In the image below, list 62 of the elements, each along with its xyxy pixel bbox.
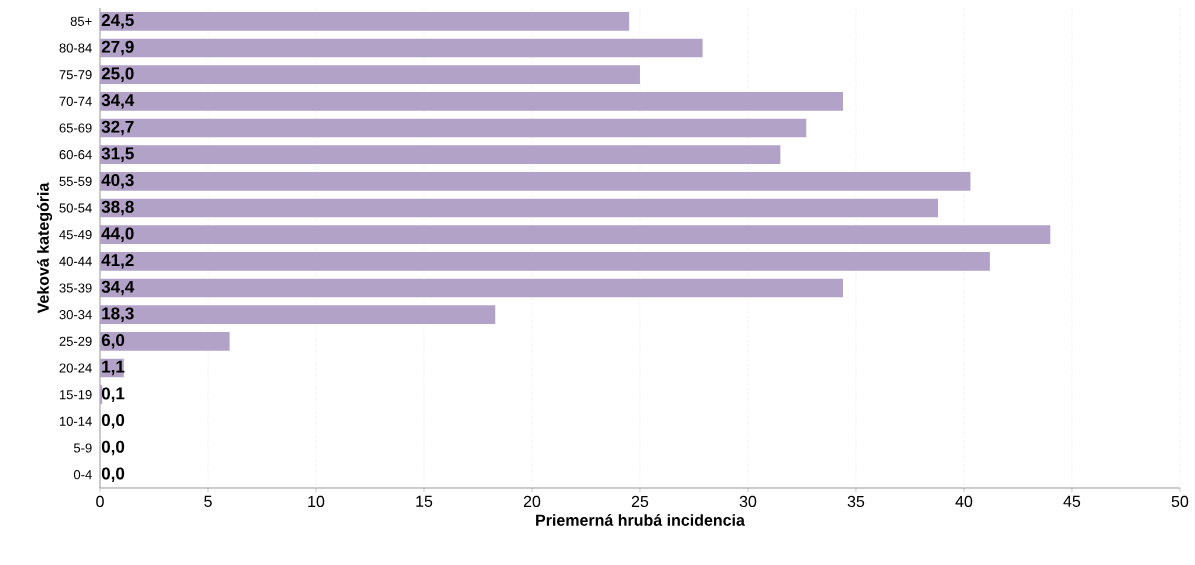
x-tick-label: 40: [955, 495, 973, 508]
data-label: 41,2: [101, 254, 134, 269]
data-label: 34,4: [101, 280, 135, 296]
data-label: 27,9: [101, 40, 134, 56]
x-tick-label: 25: [631, 495, 649, 508]
bar: [100, 305, 496, 324]
y-tick-label: 40-44: [59, 256, 92, 266]
x-tick-label: 45: [1063, 495, 1081, 507]
bar: [100, 118, 807, 138]
x-tick-label: 20: [523, 495, 541, 508]
data-label: 34,4: [101, 94, 135, 109]
x-tick-label: 15: [416, 495, 433, 507]
x-tick-label: 0: [96, 495, 104, 508]
y-tick-label: 20-24: [59, 363, 92, 373]
y-tick-label: 65-69: [59, 123, 92, 133]
bar: [100, 92, 843, 111]
x-tick-label: 35: [847, 495, 865, 508]
data-label: 38,8: [101, 200, 134, 216]
data-label: 0,0: [101, 440, 125, 456]
bar: [100, 145, 781, 164]
y-tick-label: 30-34: [59, 310, 92, 320]
bar: [100, 65, 640, 84]
data-label: 44,0: [101, 227, 134, 242]
y-tick-label: 50-54: [59, 203, 92, 213]
data-label: 6,0: [101, 334, 125, 349]
y-tick-label: 80-84: [59, 43, 92, 53]
data-label: 1,1: [102, 360, 125, 376]
x-tick-label: 5: [204, 495, 212, 507]
y-tick-label: 35-39: [59, 283, 92, 293]
data-label: 18,3: [102, 307, 134, 322]
y-tick-label: 15-19: [59, 390, 92, 400]
data-label: 0,0: [101, 467, 125, 482]
x-tick-label: 10: [308, 495, 325, 508]
x-axis-title: Priemerná hrubá incidencia: [536, 513, 745, 526]
y-tick-label: 75-79: [59, 70, 92, 80]
y-axis-title: Veková kategória: [36, 182, 53, 314]
x-tick-label: 50: [1171, 495, 1189, 508]
y-tick-label: 10-14: [59, 416, 92, 426]
data-label: 24,5: [101, 14, 134, 29]
data-label: 40,3: [101, 174, 134, 189]
data-label: 25,0: [101, 67, 134, 82]
bar: [100, 332, 230, 351]
bar: [100, 198, 939, 218]
data-label: 31,5: [101, 147, 134, 162]
data-label: 0,0: [101, 414, 125, 429]
y-tick-label: 55-59: [59, 176, 92, 186]
bar: [100, 225, 1051, 244]
data-label: 32,7: [101, 120, 134, 136]
bar: [100, 12, 630, 31]
y-tick-label: 5-9: [73, 443, 92, 453]
bar: [100, 252, 990, 271]
y-tick-label: 45-49: [59, 230, 92, 240]
y-tick-label: 25-29: [59, 336, 92, 346]
bar: [100, 278, 843, 298]
y-tick-label: 70-74: [59, 96, 92, 106]
y-tick-label: 85+: [70, 16, 92, 26]
x-tick-label: 30: [739, 495, 757, 508]
y-tick-label: 60-64: [59, 150, 92, 160]
y-tick-label: 0-4: [73, 470, 92, 480]
bar: [100, 172, 971, 191]
data-label: 0,1: [101, 387, 125, 402]
bar: [100, 38, 703, 58]
